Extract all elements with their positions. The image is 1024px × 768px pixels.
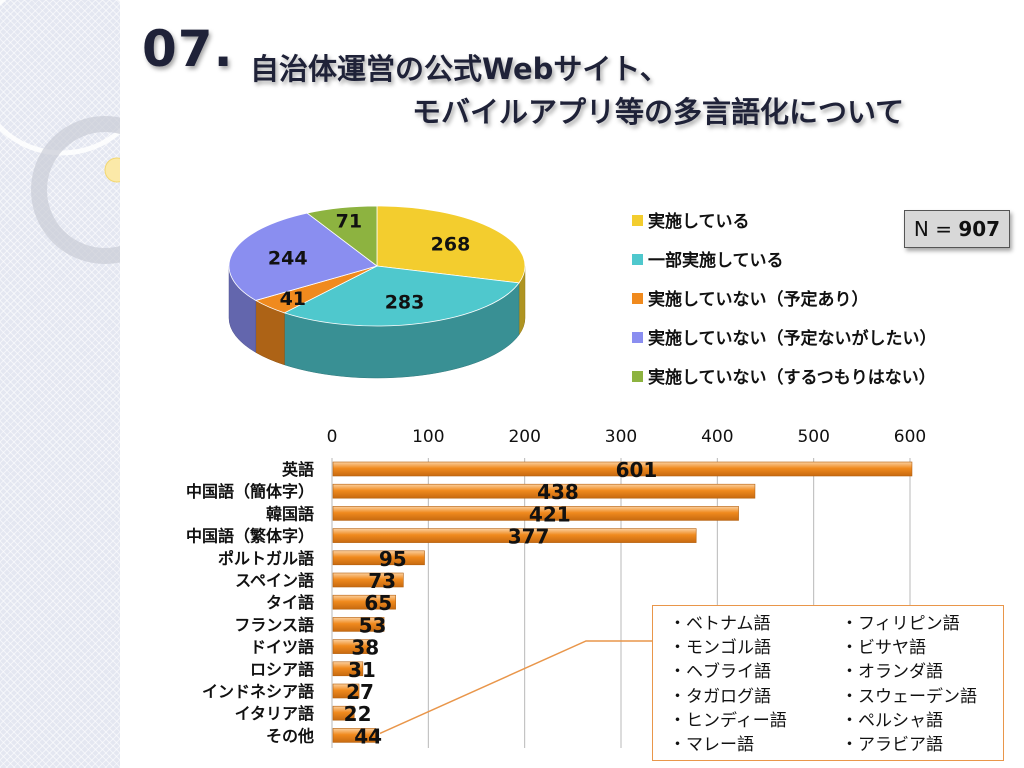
bar-value-label: 65 xyxy=(364,591,392,615)
category-label: タイ語 xyxy=(266,593,314,612)
x-tick-label: 400 xyxy=(701,427,733,447)
pie-slice xyxy=(376,205,526,284)
bar-value-label: 22 xyxy=(344,702,372,726)
category-label: フランス語 xyxy=(234,615,314,634)
callout-language-item: ・ペルシャ語 xyxy=(841,710,943,731)
pie-data-label: 41 xyxy=(280,288,306,310)
legend-swatch xyxy=(632,370,643,382)
x-tick-label: 0 xyxy=(327,427,338,447)
callout-language-item: ・ビサヤ語 xyxy=(841,638,926,659)
bar xyxy=(332,683,360,699)
callout-language-item: ・ヘブライ語 xyxy=(669,662,771,683)
legend-swatch xyxy=(632,214,643,226)
category-label: 韓国語 xyxy=(266,504,314,523)
legend-label: 実施していない（予定ないがしたい） xyxy=(648,329,937,349)
category-label: ポルトガル語 xyxy=(218,549,314,568)
bar-value-label: 438 xyxy=(537,480,579,504)
pie-slice xyxy=(228,212,378,301)
x-tick-label: 600 xyxy=(894,427,926,447)
bar xyxy=(332,483,756,499)
bar-value-label: 53 xyxy=(359,613,387,637)
x-tick-label: 300 xyxy=(605,427,637,447)
category-label: 中国語（簡体字） xyxy=(186,482,314,501)
bar xyxy=(332,461,913,477)
x-tick-label: 100 xyxy=(412,427,444,447)
callout-language-item: ・フィリピン語 xyxy=(841,614,960,634)
bar xyxy=(332,506,739,521)
legend-label: 実施している xyxy=(648,212,750,232)
slide-title-line-1: 自治体運営の公式Webサイト、 xyxy=(250,52,669,86)
decorative-circles xyxy=(0,0,120,264)
callout-language-item: ・アラビア語 xyxy=(841,734,943,755)
legend-item: 一部実施している xyxy=(632,245,937,284)
bar-value-label: 377 xyxy=(508,525,550,549)
bar xyxy=(332,550,425,566)
callout-language-item: ・オランダ語 xyxy=(841,662,943,683)
legend-label: 実施していない（するつもりはない） xyxy=(648,368,936,388)
bar-value-label: 31 xyxy=(348,658,376,682)
category-label: 英語 xyxy=(281,460,314,479)
bar xyxy=(332,728,376,743)
bar-value-label: 601 xyxy=(616,458,658,482)
x-tick-label: 500 xyxy=(797,427,829,447)
legend-item: 実施している xyxy=(632,206,937,245)
category-label: ドイツ語 xyxy=(250,638,314,657)
decorative-side-panel xyxy=(0,0,120,768)
callout-column-left: ・ベトナム語 ・モンゴル語 ・ヘブライ語 ・タガログ語 ・ヒンディー語 ・マレー語 xyxy=(669,612,787,757)
category-label: イタリア語 xyxy=(235,704,314,723)
sample-size-label: N = xyxy=(913,217,959,241)
legend-item: 実施していない（するつもりはない） xyxy=(632,362,937,401)
legend-swatch xyxy=(632,331,643,343)
legend-item: 実施していない（予定あり） xyxy=(632,284,937,323)
bar xyxy=(332,705,355,721)
category-label: スペイン語 xyxy=(235,571,314,590)
bar xyxy=(332,528,697,543)
sample-size-value: 907 xyxy=(958,217,1001,241)
pie-data-label: 268 xyxy=(431,234,471,256)
sample-size-box: N = 907 xyxy=(904,210,1010,248)
bar xyxy=(332,572,404,588)
legend-label: 一部実施している xyxy=(648,251,784,271)
bar-value-label: 44 xyxy=(354,724,382,748)
callout-language-item: ・マレー語 xyxy=(669,734,754,755)
legend-item: 実施していない（予定ないがしたい） xyxy=(632,323,937,362)
bar xyxy=(332,639,370,654)
slide-number: 07. xyxy=(142,20,234,78)
callout-language-item: ・ヒンディー語 xyxy=(669,710,787,731)
callout-column-right: ・フィリピン語 ・ビサヤ語・オランダ語・スウェーデン語 ・ペルシャ語 ・アラビア語 xyxy=(841,612,977,757)
pie-slice xyxy=(306,205,378,267)
legend-swatch xyxy=(632,253,643,265)
category-label: 中国語（繁体字） xyxy=(186,527,314,546)
pie-data-label: 283 xyxy=(385,291,425,313)
bar-value-label: 95 xyxy=(379,547,407,571)
other-languages-callout: ・ベトナム語 ・モンゴル語 ・ヘブライ語 ・タガログ語 ・ヒンディー語 ・マレー語 ・フィ… xyxy=(652,605,1004,761)
pie-legend: 実施している一部実施している実施していない（予定あり） 実施していない（予定ないが… xyxy=(632,206,937,401)
category-label: ロシア語 xyxy=(250,660,314,679)
x-tick-label: 200 xyxy=(508,427,540,447)
slide-title-line-2: モバイルアプリ等の多言語化について xyxy=(412,95,905,129)
pie-data-label: 71 xyxy=(336,211,362,233)
bar-value-label: 27 xyxy=(346,680,374,704)
bar-value-label: 73 xyxy=(368,569,396,593)
bar xyxy=(332,661,364,677)
bar-value-label: 421 xyxy=(529,502,571,526)
callout-language-item: ・モンゴル語 xyxy=(669,638,771,659)
callout-connector xyxy=(379,640,652,735)
bar xyxy=(332,617,385,632)
pie-slice xyxy=(283,265,520,327)
legend-label: 実施していない（予定あり） xyxy=(648,290,869,310)
bar xyxy=(332,594,396,610)
callout-language-item: ・タガログ語 xyxy=(669,686,771,707)
pie-data-label: 244 xyxy=(268,247,308,269)
callout-language-item: ・スウェーデン語 xyxy=(841,686,977,707)
category-label: その他 xyxy=(266,726,314,745)
legend-swatch xyxy=(632,292,643,304)
category-label: インドネシア語 xyxy=(202,682,314,701)
bar-value-label: 38 xyxy=(351,636,379,660)
callout-language-item: ・ベトナム語 xyxy=(669,614,771,634)
